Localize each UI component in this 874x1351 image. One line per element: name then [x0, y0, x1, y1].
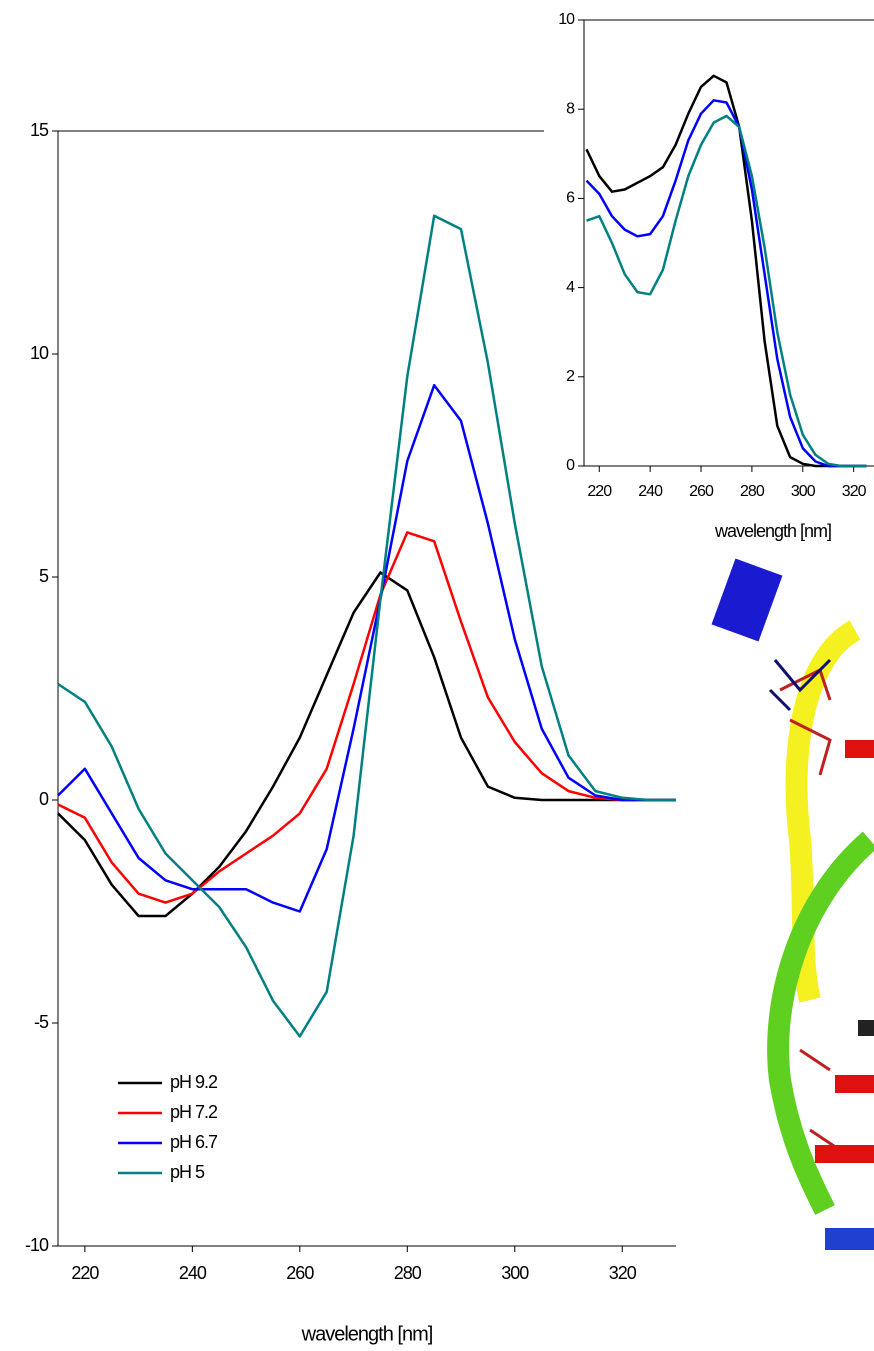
x-axis-label: wavelength [nm]: [714, 521, 831, 541]
dna-base: [815, 1145, 874, 1163]
x-axis-label: wavelength [nm]: [301, 1323, 433, 1345]
legend-label: pH 5: [170, 1162, 205, 1182]
inset-background: [544, 0, 874, 552]
legend-label: pH 7.2: [170, 1102, 218, 1122]
y-tick-label: 0: [566, 457, 575, 474]
dna-backbone-green: [767, 831, 874, 1215]
x-tick-label: 220: [71, 1263, 99, 1283]
x-tick-label: 280: [740, 483, 765, 500]
dna-base: [835, 1075, 874, 1093]
data-line: [585, 74, 867, 468]
data-line: [57, 214, 676, 1038]
x-tick-label: 320: [609, 1263, 637, 1283]
y-tick-label: 4: [566, 279, 575, 296]
y-tick-label: 8: [566, 100, 575, 117]
y-tick-label: -10: [25, 1235, 49, 1255]
y-tick-label: -5: [34, 1012, 49, 1032]
x-tick-label: 240: [638, 483, 663, 500]
y-tick-label: 6: [566, 190, 575, 207]
dna-cap: [711, 558, 783, 642]
dna-base: [858, 1020, 874, 1036]
x-tick-label: 220: [587, 483, 612, 500]
dna-base: [845, 740, 874, 758]
x-tick-label: 300: [501, 1263, 529, 1283]
y-tick-label: 15: [30, 120, 49, 140]
data-line: [586, 114, 867, 468]
dna-linker: [768, 658, 832, 712]
y-tick-label: 5: [39, 566, 49, 586]
legend-label: pH 9.2: [170, 1072, 218, 1092]
x-tick-label: 320: [842, 483, 867, 500]
y-tick-label: 10: [30, 343, 49, 363]
data-line: [57, 531, 676, 904]
y-tick-label: 2: [566, 368, 575, 385]
x-tick-label: 240: [179, 1263, 207, 1283]
y-tick-label: 0: [39, 789, 49, 809]
x-tick-label: 260: [689, 483, 714, 500]
x-tick-label: 300: [791, 483, 816, 500]
legend-label: pH 6.7: [170, 1132, 218, 1152]
chart: 0 2 4 6 8 10 220 240 260 280 300 320 wavelength [nm]: [544, 0, 874, 552]
data-line: [585, 99, 867, 468]
dna-base: [825, 1228, 874, 1250]
dna-illustration: [711, 558, 874, 1250]
data-line: [57, 571, 676, 918]
y-tick-label: 10: [558, 11, 575, 28]
data-line: [57, 383, 676, 913]
x-tick-label: 260: [286, 1263, 314, 1283]
x-tick-label: 280: [394, 1263, 422, 1283]
